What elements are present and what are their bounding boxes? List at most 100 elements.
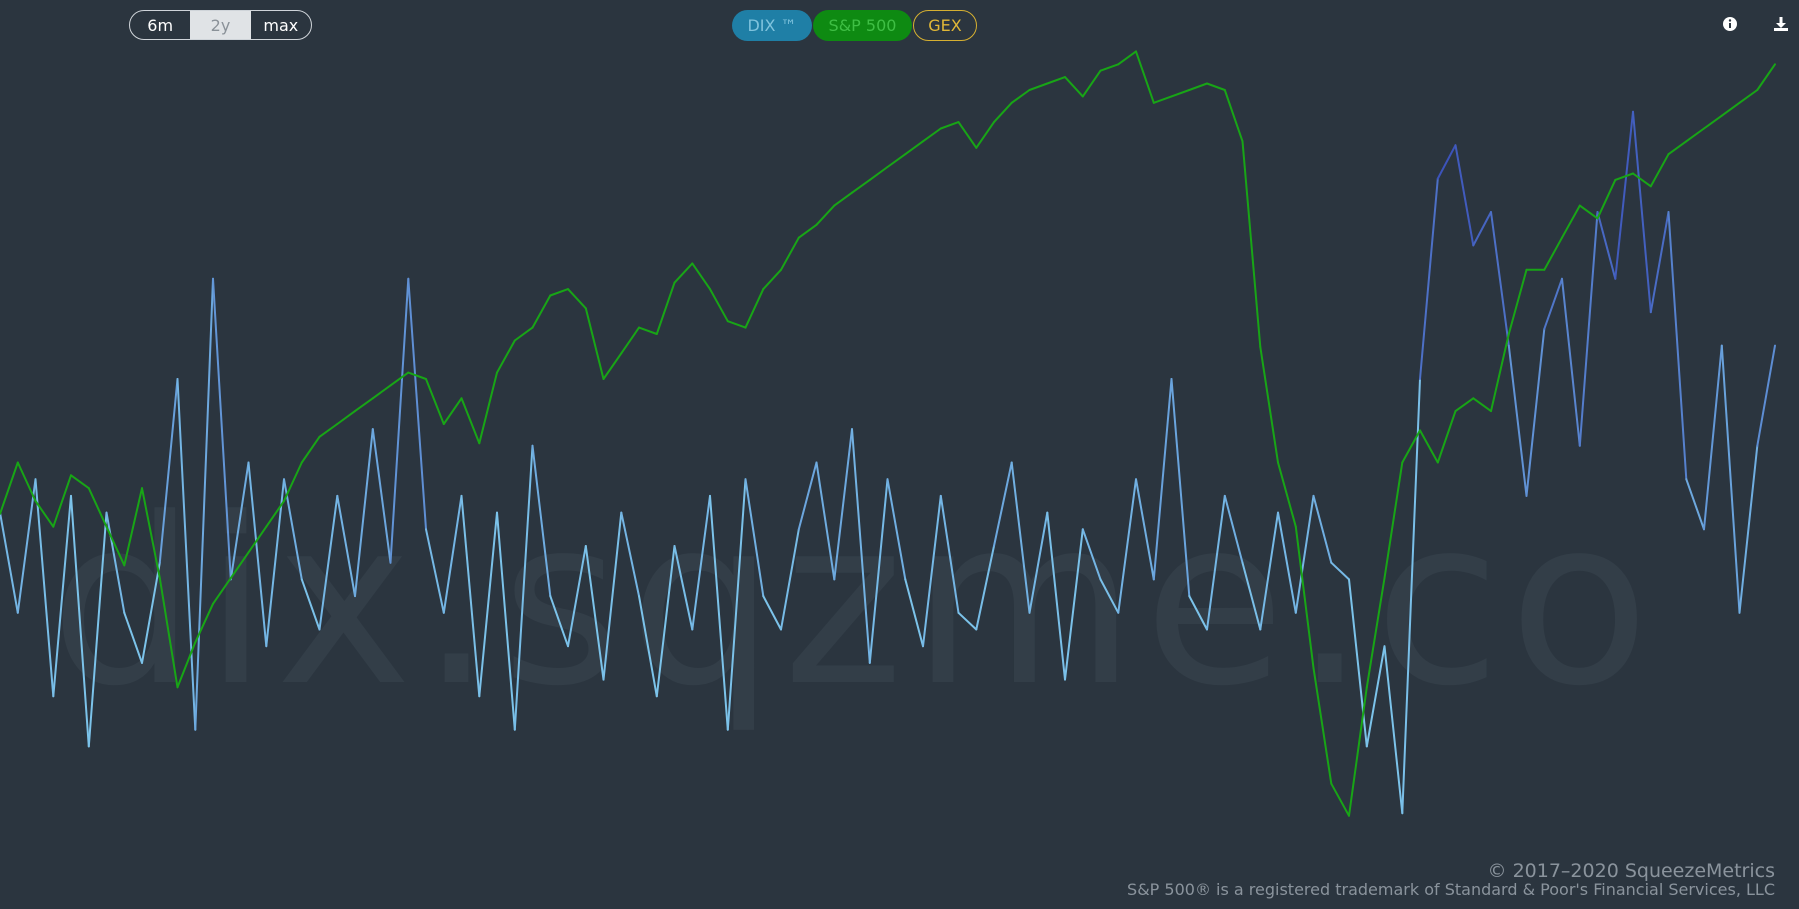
spx-series-segment (105, 525, 126, 567)
dix-series-segment (1436, 144, 1457, 180)
spx-series-segment (780, 236, 800, 271)
gex-toggle-button[interactable]: GEX (913, 10, 977, 41)
spx-series-segment (283, 461, 303, 502)
spx-series-segment (16, 461, 37, 502)
spx-series-segment (1596, 178, 1617, 220)
dix-series-segment (123, 611, 143, 664)
dix-series-segment (158, 378, 179, 564)
spx-series-segment (1632, 172, 1652, 188)
dix-series-segment (1649, 211, 1670, 314)
spx-series-segment (815, 204, 836, 226)
spx-series-segment (744, 288, 765, 329)
spx-series-segment (1241, 140, 1262, 348)
dix-series-segment (904, 578, 924, 648)
spx-series-segment (1454, 397, 1475, 413)
dix-series-segment (300, 578, 321, 631)
dix-series-segment (1667, 211, 1688, 481)
dix-series-segment (407, 277, 427, 531)
spx-series-segment (194, 602, 214, 644)
spx-series-segment (1703, 114, 1723, 130)
dix-series-segment (1277, 511, 1297, 614)
dix-series-segment (1543, 277, 1563, 330)
dix-series-segment (1241, 561, 1262, 631)
dix-series-segment (638, 595, 658, 698)
spx-series-segment (1561, 204, 1581, 239)
dix-series-segment (1170, 378, 1191, 598)
range-2y-button[interactable]: 2y (190, 11, 251, 39)
spx-series-segment (123, 487, 143, 567)
range-max-button[interactable]: max (263, 15, 299, 35)
spx-series-segment (1170, 89, 1191, 98)
dix-series-segment (1454, 144, 1475, 247)
spx-series-segment (1685, 127, 1705, 143)
dix-series-segment (1010, 461, 1031, 614)
spx-series-segment (425, 378, 445, 425)
dix-series-segment (868, 478, 889, 664)
spx-series-segment (0, 461, 19, 515)
spx-series-segment (1117, 50, 1137, 66)
dix-series-segment (531, 444, 552, 598)
dix-series-segment (1578, 211, 1599, 447)
dix-series-segment (1472, 211, 1492, 247)
dix-series-segment (1720, 344, 1741, 614)
spx-series-segment (691, 262, 711, 291)
dix-series-segment (371, 428, 392, 564)
dix-series-segment (620, 511, 640, 598)
series-toggles: DIX ™ S&P 500 GEX (732, 10, 977, 41)
spx-series-segment (939, 121, 960, 130)
dix-series-segment (425, 528, 445, 614)
spx-series-segment (673, 262, 694, 284)
spx-series-segment (52, 474, 72, 528)
spx-series-segment (176, 641, 197, 689)
download-icon[interactable] (1772, 15, 1790, 33)
spx-series-segment (797, 223, 818, 239)
dix-series-segment (478, 511, 498, 698)
dix-series-segment (1365, 645, 1386, 748)
spx-series-segment (655, 281, 676, 335)
dix-series-segment (1135, 478, 1155, 581)
dix-series-segment (87, 511, 108, 748)
dix-series-segment (709, 494, 729, 731)
spx-series-segment (1383, 461, 1404, 580)
spx-series-segment (496, 339, 516, 374)
spx-series-segment (1028, 82, 1049, 91)
dix-series-segment (513, 444, 534, 731)
dix-series-segment (70, 494, 90, 748)
dix-series-segment (1081, 528, 1102, 581)
spx-series-segment (1543, 236, 1563, 271)
spx-series-segment (265, 500, 285, 528)
spx-series-segment (389, 371, 410, 387)
dix-series-segment (851, 428, 871, 664)
dix-series-segment (549, 595, 569, 648)
spx-series-segment (833, 191, 853, 207)
spx-series-segment (407, 371, 427, 380)
spx-series-segment (1507, 268, 1528, 335)
dix-series-segment (442, 494, 463, 614)
spx-series-segment (1152, 95, 1173, 104)
spx-series-segment (726, 320, 747, 329)
dix-series-segment (1561, 277, 1581, 447)
dix-series-segment (726, 478, 747, 731)
spx-toggle-button[interactable]: S&P 500 (813, 10, 912, 41)
spx-series-segment (513, 326, 534, 342)
dix-series-segment (229, 461, 250, 581)
spx-series-segment (904, 140, 924, 156)
spx-series-segment (460, 397, 481, 445)
dix-series-segment (318, 494, 339, 631)
spx-series-segment (336, 410, 356, 425)
dix-series-segment (496, 511, 516, 731)
dix-series-segment (354, 428, 374, 598)
dix-series-segment (1294, 494, 1315, 614)
spx-series-segment (602, 352, 623, 380)
spx-series-segment (1720, 101, 1741, 117)
spx-series-segment (531, 294, 552, 329)
dix-series-segment (567, 545, 587, 648)
spx-series-segment (247, 525, 268, 554)
info-icon[interactable] (1721, 15, 1739, 33)
dix-toggle-button[interactable]: DIX ™ (732, 10, 812, 41)
range-6m-button[interactable]: 6m (147, 15, 174, 35)
dix-series-segment (194, 277, 214, 731)
spx-series-segment (922, 127, 942, 143)
spx-series-segment (478, 371, 498, 445)
spx-series-segment (318, 423, 339, 438)
